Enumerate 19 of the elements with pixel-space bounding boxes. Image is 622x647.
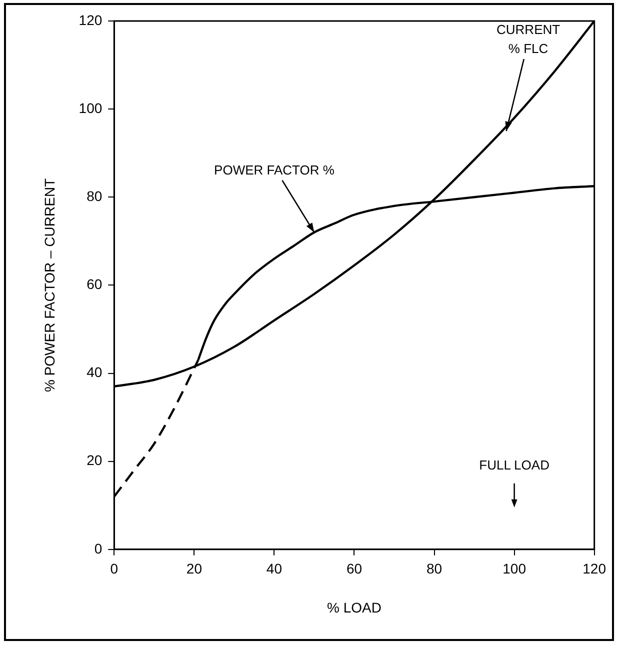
y-tick-label: 0 <box>94 540 102 556</box>
x-tick-label: 60 <box>346 560 362 577</box>
x-tick-label: 80 <box>426 560 442 577</box>
annotation: FULL LOAD <box>479 457 550 472</box>
x-tick-label: 0 <box>110 560 118 577</box>
x-tick-label: 20 <box>186 560 202 577</box>
x-tick-label: 120 <box>582 560 606 577</box>
y-tick-label: 120 <box>78 12 102 28</box>
annotation: CURRENT % FLC <box>496 22 560 56</box>
y-tick-label: 60 <box>86 276 102 292</box>
x-tick-label: 40 <box>266 560 282 577</box>
y-axis-title: % POWER FACTOR – CURRENT <box>41 178 58 392</box>
y-tick-label: 40 <box>86 364 102 380</box>
y-tick-label: 100 <box>78 100 102 116</box>
x-axis-title: % LOAD <box>327 599 382 616</box>
y-tick-label: 80 <box>86 188 102 204</box>
x-tick-label: 100 <box>502 560 526 577</box>
annotation: POWER FACTOR % <box>214 162 335 178</box>
y-tick-label: 20 <box>86 452 102 468</box>
